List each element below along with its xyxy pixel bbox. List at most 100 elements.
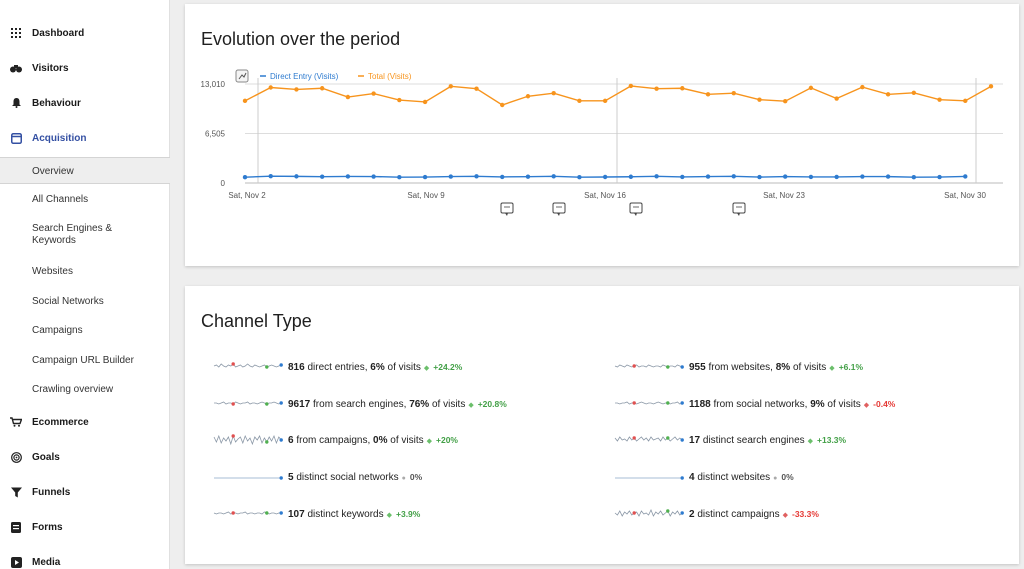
channel-row[interactable]: 2 distinct campaigns ◆ -33.3% — [613, 505, 993, 525]
channel-row[interactable]: 4 distinct websites ● 0% — [613, 468, 993, 488]
nav-media[interactable]: Media — [0, 550, 170, 569]
legend-label: Total (Visits) — [368, 72, 412, 81]
sub-campaign-url-builder[interactable]: Campaign URL Builder — [0, 349, 170, 373]
data-point — [422, 99, 428, 105]
metric-percent: 9% — [810, 399, 825, 410]
sparkline-line — [614, 364, 683, 368]
channel-row[interactable]: 1188 from social networks, 9% of visits ◆… — [613, 395, 993, 415]
annotation-icon-tail — [737, 213, 740, 216]
sparkline-last-dot — [680, 401, 684, 405]
data-point — [834, 96, 839, 101]
trend-neutral-icon: ● — [773, 475, 778, 482]
sub-search-engines-keywords[interactable]: Search Engines & Keywords — [0, 218, 170, 252]
trend-up-icon: ◆ — [423, 365, 430, 372]
channel-metric-text: 5 distinct social networks ● 0% — [288, 472, 422, 483]
data-point — [474, 174, 479, 179]
trend-up-icon: ◆ — [829, 365, 835, 372]
data-point — [397, 97, 402, 103]
trend-delta: +6.1% — [838, 362, 864, 372]
data-point — [808, 85, 814, 91]
channel-row[interactable]: 9617 from search engines, 76% of visits ◆… — [212, 395, 592, 415]
series-line — [244, 85, 992, 106]
sparkline-line — [213, 511, 282, 515]
data-point — [757, 174, 762, 180]
sparkline-max-dot — [666, 365, 670, 369]
data-point — [783, 174, 788, 179]
data-point — [602, 174, 608, 180]
y-tick-label: 6,505 — [205, 130, 226, 139]
trend-delta: +3.9% — [396, 509, 421, 519]
channel-row[interactable]: 6 from campaigns, 0% of visits ◆ +20% — [212, 431, 592, 451]
nav-dashboard[interactable]: Dashboard — [0, 21, 170, 45]
sparkline — [213, 434, 283, 446]
sub-social-networks[interactable]: Social Networks — [0, 290, 170, 314]
sparkline — [213, 362, 283, 369]
sparkline-line — [615, 401, 683, 405]
sparkline-last-dot — [279, 511, 283, 515]
channel-metric-text: 17 distinct search engines ◆ +13.3% — [689, 435, 846, 446]
data-point — [963, 98, 968, 104]
sparkline — [214, 401, 283, 406]
metric-suffix: of visits — [790, 362, 827, 373]
sub-crawling-overview[interactable]: Crawling overview — [0, 378, 170, 402]
sub-label: Overview — [32, 166, 74, 177]
channel-metric-text: 955 from websites, 8% of visits ◆ +6.1% — [689, 362, 863, 373]
data-point — [808, 174, 814, 180]
sparkline — [615, 401, 684, 405]
metric-value: 1188 — [689, 399, 711, 410]
trend-up-icon: ◆ — [807, 438, 814, 445]
sparkline-min-dot — [632, 364, 636, 368]
sparkline — [614, 509, 684, 517]
nav-behaviour[interactable]: Behaviour — [0, 91, 170, 115]
annotation-icon — [500, 202, 514, 214]
metric-percent: 8% — [775, 362, 791, 373]
channel-row[interactable]: 5 distinct social networks ● 0% — [212, 468, 592, 488]
metric-suffix: of visits — [384, 362, 421, 373]
metric-label: from search engines, — [310, 399, 410, 410]
nav-goals[interactable]: Goals — [0, 445, 170, 469]
sparkline — [615, 476, 684, 480]
nav-funnels[interactable]: Funnels — [0, 480, 170, 504]
evolution-card: Evolution over the period 13,010 6,505 0 Sa… — [185, 4, 1019, 266]
nav-visitors[interactable]: Visitors — [0, 56, 170, 80]
nav-forms[interactable]: Forms — [0, 515, 170, 539]
metric-percent: 76% — [409, 399, 430, 410]
sub-websites[interactable]: Websites — [0, 260, 170, 284]
nav-label: Visitors — [32, 63, 69, 74]
channel-metric-text: 816 direct entries, 6% of visits ◆ +24.2% — [288, 362, 462, 373]
sparkline-min-dot — [231, 362, 235, 366]
sub-overview[interactable]: Overview — [0, 157, 170, 184]
sub-label: All Channels — [32, 194, 89, 205]
data-point — [731, 91, 736, 96]
metric-label: direct entries, — [304, 362, 371, 373]
trend-neutral-icon: ● — [401, 475, 406, 482]
sparkline-last-dot — [680, 365, 684, 369]
annotation-icon — [732, 202, 746, 214]
channel-row[interactable]: 17 distinct search engines ◆ +13.3% — [613, 431, 993, 451]
data-point — [963, 174, 968, 179]
data-point — [448, 84, 453, 89]
channel-type-card: Channel Type 816 direct entries, 6% of v… — [185, 286, 1019, 564]
nav-ecommerce[interactable]: Ecommerce — [0, 410, 170, 434]
channel-metric-text: 1188 from social networks, 9% of visits ◆… — [689, 399, 895, 410]
annotation-icon-tail — [505, 213, 508, 216]
sparkline-min-dot — [632, 511, 636, 515]
y-tick-label: 13,010 — [201, 80, 226, 89]
nav-acquisition[interactable]: Acquisition — [0, 126, 170, 150]
x-tick-label: Sat, Nov 9 — [407, 191, 445, 200]
sub-campaigns[interactable]: Campaigns — [0, 319, 170, 343]
sub-all-channels[interactable]: All Channels — [0, 188, 170, 212]
data-point — [448, 174, 453, 179]
sparkline-line — [614, 436, 683, 442]
metric-suffix: of visits — [429, 399, 466, 410]
data-point — [551, 91, 556, 96]
data-point — [422, 174, 428, 180]
channel-row[interactable]: 955 from websites, 8% of visits ◆ +6.1% — [613, 358, 993, 378]
metric-label: distinct social networks — [293, 472, 399, 483]
sidebar: Dashboard Visitors Behaviour Acquisition… — [0, 0, 170, 569]
metric-value: 17 — [689, 435, 701, 446]
channel-row[interactable]: 816 direct entries, 6% of visits ◆ +24.2% — [212, 358, 592, 378]
trend-delta: 0% — [409, 472, 423, 482]
data-point — [525, 174, 531, 179]
channel-row[interactable]: 107 distinct keywords ◆ +3.9% — [212, 505, 592, 525]
